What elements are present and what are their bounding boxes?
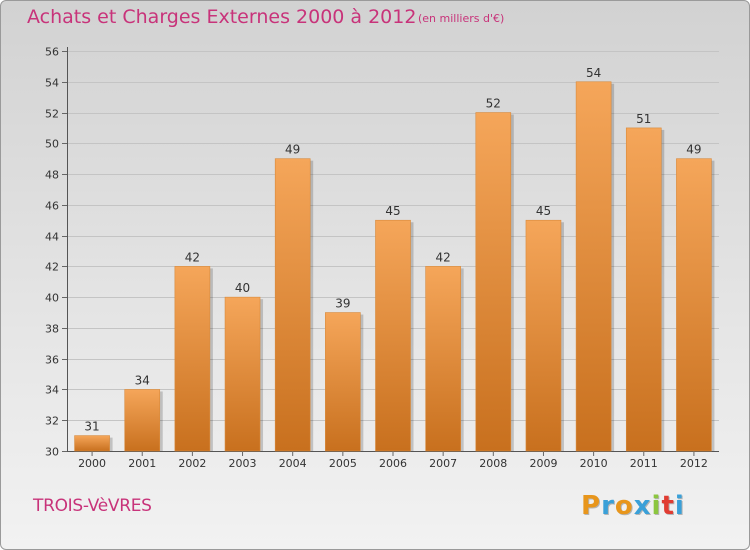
x-tick-label: 2007 — [429, 457, 457, 470]
x-tick-label: 2001 — [128, 457, 156, 470]
y-tick-label: 30 — [45, 446, 59, 459]
proxiti-logo[interactable]: Proxiti — [581, 491, 685, 521]
y-tick-label: 54 — [45, 77, 59, 90]
x-tick-label: 2006 — [379, 457, 407, 470]
labels: 30 32 34 36 38 40 42 44 46 48 50 52 54 56 31 2000 34 2001… — [45, 46, 708, 471]
logo-letter: r — [601, 491, 615, 521]
bar-value-label: 51 — [636, 112, 651, 126]
x-tick-label: 2010 — [580, 457, 608, 470]
bar-value-label: 49 — [285, 143, 300, 157]
y-tick-label: 34 — [45, 384, 59, 397]
x-tick-label: 2008 — [479, 457, 507, 470]
y-tick-label: 32 — [45, 415, 59, 428]
bar-value-label: 54 — [586, 66, 601, 80]
chart-title: Achats et Charges Externes 2000 à 2012 — [27, 6, 417, 28]
bar-value-label: 39 — [335, 297, 350, 311]
bar — [425, 266, 461, 452]
bar — [525, 219, 562, 452]
y-tick-label: 48 — [45, 169, 59, 182]
logo-letter: i — [651, 491, 662, 521]
y-tick-label: 52 — [45, 108, 59, 121]
axes — [62, 47, 719, 456]
x-tick-label: 2011 — [630, 457, 658, 470]
bar-value-label: 34 — [135, 373, 150, 387]
bar-value-label: 31 — [84, 420, 99, 434]
bar — [375, 219, 411, 452]
y-tick-label: 40 — [45, 292, 59, 305]
bar — [625, 127, 662, 452]
logo-letter: t — [661, 491, 675, 521]
bar — [274, 158, 311, 452]
bar — [224, 296, 261, 452]
logo-letter: o — [614, 491, 634, 521]
bar — [74, 435, 110, 452]
commune-name: TROIS-VèVRES — [33, 496, 152, 516]
bar — [124, 389, 161, 452]
y-tick-label: 44 — [45, 231, 59, 244]
bar — [475, 112, 512, 452]
bar-value-label: 45 — [385, 204, 400, 218]
bar — [575, 81, 612, 452]
y-tick-label: 46 — [45, 200, 59, 213]
logo-letter: P — [581, 491, 602, 521]
y-tick-label: 42 — [45, 261, 59, 274]
bar-value-label: 45 — [536, 204, 551, 218]
logo-letter: i — [674, 491, 685, 521]
x-tick-label: 2000 — [78, 457, 106, 470]
x-tick-label: 2005 — [329, 457, 357, 470]
bar-value-label: 42 — [436, 250, 451, 264]
bar — [676, 158, 712, 452]
chart-unit: (en milliers d'€) — [418, 12, 505, 25]
x-tick-label: 2012 — [680, 457, 708, 470]
bar — [325, 312, 361, 452]
bar-value-label: 49 — [686, 143, 701, 157]
logo-letter: x — [633, 491, 652, 521]
bar-value-label: 52 — [486, 97, 501, 111]
bar-value-label: 42 — [185, 250, 200, 264]
x-tick-label: 2009 — [529, 457, 557, 470]
x-tick-label: 2002 — [178, 457, 206, 470]
bars — [74, 81, 715, 452]
x-tick-label: 2003 — [229, 457, 257, 470]
y-tick-label: 36 — [45, 354, 59, 367]
y-tick-label: 56 — [45, 46, 59, 59]
y-tick-label: 50 — [45, 138, 59, 151]
y-tick-label: 38 — [45, 323, 59, 336]
bar — [174, 266, 211, 452]
x-tick-label: 2004 — [279, 457, 307, 470]
bar-value-label: 40 — [235, 281, 250, 295]
